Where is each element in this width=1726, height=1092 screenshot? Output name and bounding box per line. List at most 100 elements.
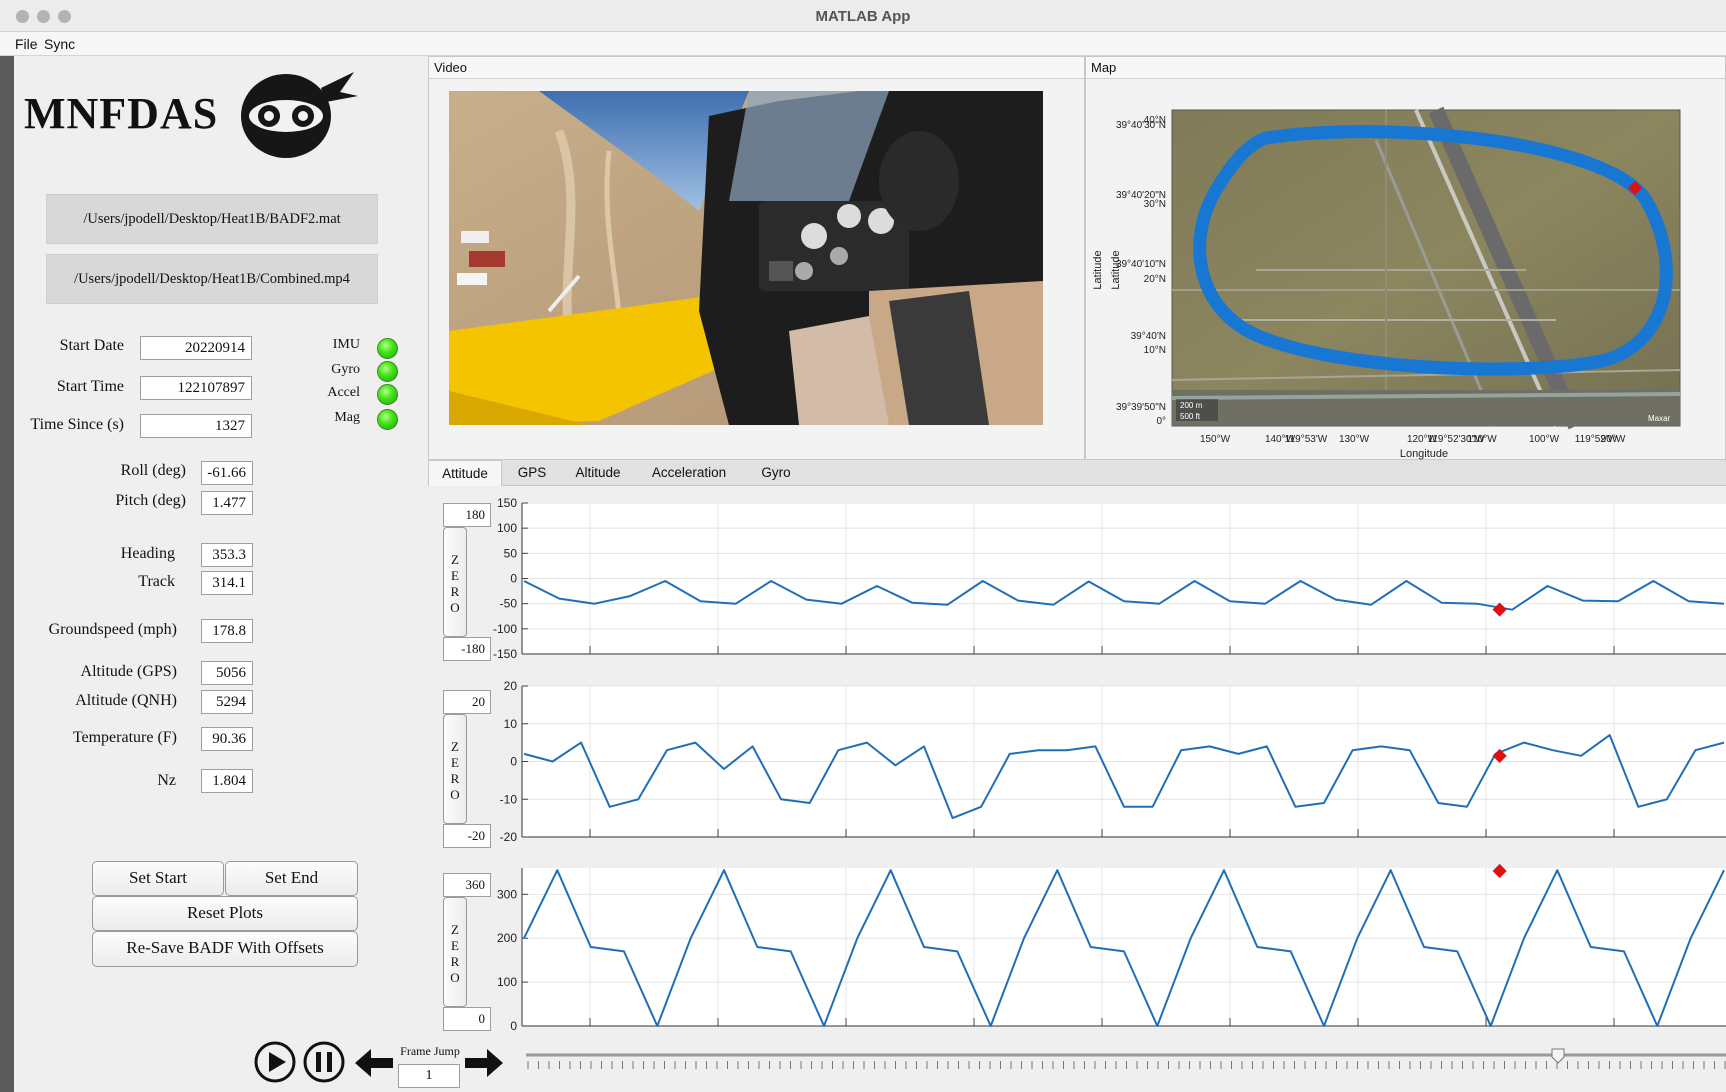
heading-field: 353.3 <box>201 543 253 567</box>
menu-sync[interactable]: Sync <box>44 36 76 52</box>
altitude-gps-label: Altitude (GPS) <box>80 663 177 680</box>
map-attribution: Maxar <box>1648 414 1671 423</box>
map-panel-title: Map <box>1086 57 1725 79</box>
time-since-field[interactable]: 1327 <box>140 414 252 438</box>
track-field: 314.1 <box>201 571 253 595</box>
window-title: MATLAB App <box>815 8 911 25</box>
temperature-label: Temperature (F) <box>72 729 177 746</box>
y-tick-label: 300 <box>497 887 517 901</box>
track-label: Track <box>138 573 175 590</box>
map-scale-meters: 200 m <box>1180 401 1203 410</box>
start-date-field[interactable]: 20220914 <box>140 336 252 360</box>
transport-bar <box>428 1042 1726 1092</box>
y-tick-label: 100 <box>497 521 517 535</box>
y-tick-label: 200 <box>497 931 517 945</box>
map-lat-tick-a-1: 39°40'20"N <box>1116 190 1166 201</box>
title-bar: MATLAB App <box>0 0 1726 32</box>
cockpit-video-frame[interactable] <box>449 91 1043 425</box>
mag-label: Mag <box>334 410 360 425</box>
nz-label: Nz <box>157 772 176 789</box>
pitch-min-field[interactable]: -20 <box>443 824 491 848</box>
timeline-slider[interactable] <box>522 1045 1726 1075</box>
current-value-marker <box>1492 748 1507 763</box>
pitch-label: Pitch (deg) <box>115 492 186 509</box>
pitch-field: 1.477 <box>201 491 253 515</box>
tab-gps[interactable]: GPS <box>517 465 547 480</box>
tab-acceleration[interactable]: Acceleration <box>651 465 727 480</box>
map-lon-tick-1: 140°W <box>1265 434 1296 445</box>
roll-min-field[interactable]: -180 <box>443 637 491 661</box>
map-lon-tick-0: 150°W <box>1200 434 1231 445</box>
y-tick-label: -20 <box>500 830 518 844</box>
roll-max-field[interactable]: 180 <box>443 503 491 527</box>
zoom-window-button[interactable] <box>58 10 71 23</box>
pitch-max-field[interactable]: 20 <box>443 690 491 714</box>
video-panel-title: Video <box>429 57 1084 79</box>
pause-icon[interactable] <box>302 1040 346 1084</box>
map-lat-tick-b-4: 0° <box>1156 416 1166 427</box>
map-scale-feet: 500 ft <box>1180 412 1201 421</box>
play-icon[interactable] <box>253 1040 297 1084</box>
heading-max-field[interactable]: 360 <box>443 873 491 897</box>
map-lat-tick-a-3: 39°40'N <box>1131 331 1166 342</box>
gyro-status-led <box>377 361 398 382</box>
map-lon-tick-4: 120°W <box>1407 434 1438 445</box>
plot-tab-bar: Attitude GPS Altitude Acceleration Gyro <box>428 460 1726 486</box>
frame-back-arrow-icon[interactable] <box>353 1047 395 1079</box>
gyro-label: Gyro <box>331 362 360 377</box>
menu-file[interactable]: File <box>15 36 38 52</box>
data-file-path[interactable]: /Users/jpodell/Desktop/Heat1B/BADF2.mat <box>46 194 378 244</box>
start-time-field[interactable]: 122107897 <box>140 376 252 400</box>
tab-attitude[interactable]: Attitude <box>428 460 502 486</box>
frame-jump-field[interactable]: 1 <box>398 1064 460 1088</box>
map-lon-tick-5: 119°52'30"W <box>1427 434 1485 445</box>
current-value-marker <box>1492 863 1507 879</box>
map-xlabel: Longitude <box>1400 448 1448 460</box>
altitude-qnh-label: Altitude (QNH) <box>75 692 177 709</box>
accel-status-led <box>377 384 398 405</box>
set-end-button[interactable]: Set End <box>225 861 358 896</box>
tab-altitude[interactable]: Altitude <box>575 465 621 480</box>
mag-status-led <box>377 409 398 430</box>
heading-chart[interactable]: 3002001000ψ (deg) <box>470 860 1726 1042</box>
map-lat-tick-b-3: 10°N <box>1144 345 1166 356</box>
minimize-window-button[interactable] <box>37 10 50 23</box>
y-tick-label: 10 <box>504 717 518 731</box>
set-start-button[interactable]: Set Start <box>92 861 224 896</box>
frame-forward-arrow-icon[interactable] <box>463 1047 505 1079</box>
frame-jump-label: Frame Jump <box>400 1044 460 1058</box>
altitude-qnh-field: 5294 <box>201 690 253 714</box>
y-tick-label: -50 <box>500 597 518 611</box>
timeline-thumb[interactable] <box>1551 1048 1565 1064</box>
roll-label: Roll (deg) <box>120 462 186 479</box>
video-file-path[interactable]: /Users/jpodell/Desktop/Heat1B/Combined.m… <box>46 254 378 304</box>
heading-label: Heading <box>120 545 175 562</box>
map-plot[interactable]: 200 m 500 ft Maxar 39°40'30"N 40°N 39°40… <box>1086 80 1726 460</box>
series-line <box>523 734 1725 820</box>
y-tick-label: -150 <box>493 647 517 661</box>
map-lon-tick-9: 90°W <box>1601 434 1626 445</box>
reset-plots-button[interactable]: Reset Plots <box>92 896 358 931</box>
groundspeed-field: 178.8 <box>201 619 253 643</box>
y-tick-label: -10 <box>500 792 518 806</box>
start-date-label: Start Date <box>59 337 124 354</box>
map-lat-tick-a-0: 39°40'30"N <box>1116 120 1166 131</box>
resave-badf-button[interactable]: Re-Save BADF With Offsets <box>92 931 358 967</box>
tab-gyro[interactable]: Gyro <box>761 465 791 480</box>
y-tick-label: 20 <box>504 679 518 693</box>
close-window-button[interactable] <box>16 10 29 23</box>
heading-min-field[interactable]: 0 <box>443 1007 491 1031</box>
series-line <box>523 869 1725 1027</box>
map-lat-tick-a-2: 39°40'10"N <box>1116 259 1166 270</box>
y-tick-label: 0 <box>510 755 517 769</box>
accel-label: Accel <box>327 385 360 400</box>
imu-status-led <box>377 338 398 359</box>
groundspeed-label: Groundspeed (mph) <box>48 621 177 638</box>
map-lat-tick-b-2: 20°N <box>1144 274 1166 285</box>
plot-background <box>522 868 1726 1026</box>
